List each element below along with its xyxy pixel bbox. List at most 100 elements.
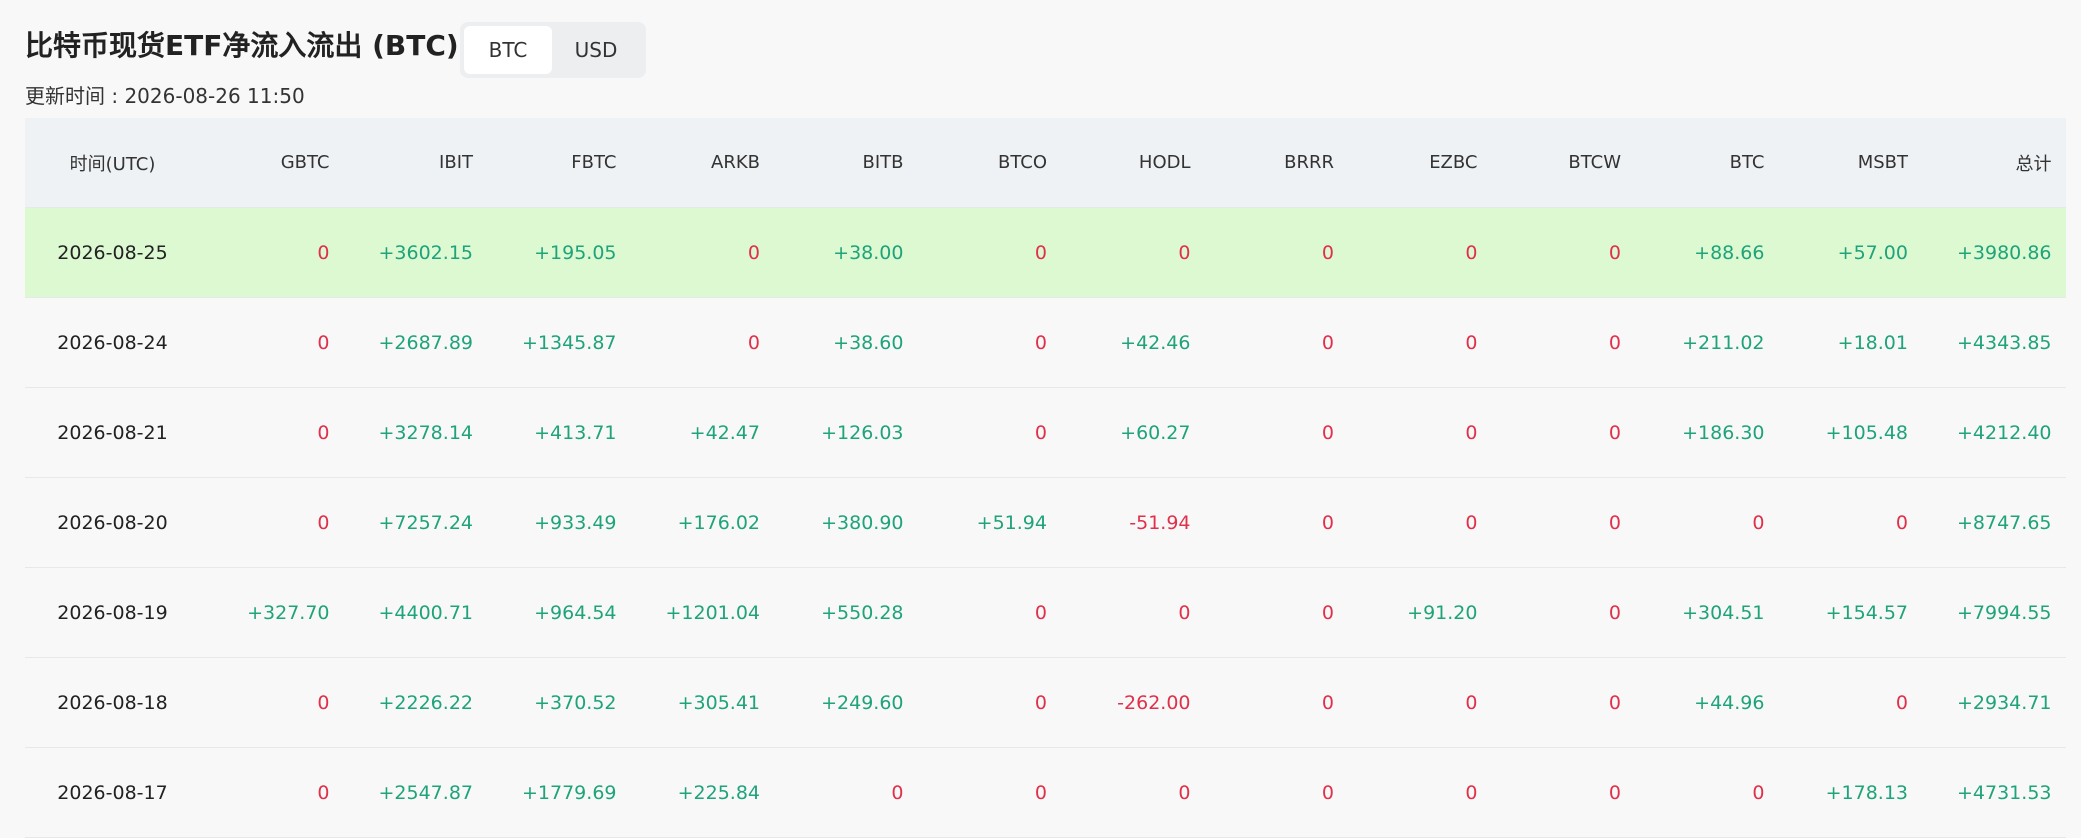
flow-cell: 0 <box>1778 657 1922 748</box>
flow-cell: +550.28 <box>774 567 918 658</box>
column-header: 时间(UTC) <box>25 118 200 208</box>
flow-cell: +178.13 <box>1778 747 1922 838</box>
flow-cell: 0 <box>200 297 344 388</box>
date-cell: 2026-08-24 <box>25 297 200 388</box>
flow-cell: +154.57 <box>1778 567 1922 658</box>
update-time: 更新时间 : 2026-08-26 11:50 <box>25 84 305 108</box>
flow-cell: 0 <box>1491 207 1635 298</box>
flow-cell: 0 <box>1348 297 1492 388</box>
flow-cell: +1201.04 <box>630 567 774 658</box>
data-row: 2026-08-21 0 +3278.14 +413.71 +42.47 +126.03 0… <box>25 387 2066 478</box>
flow-cell: +4400.71 <box>343 567 487 658</box>
flow-cell: 0 <box>1491 657 1635 748</box>
column-header: FBTC <box>487 118 631 208</box>
flow-cell: 0 <box>200 747 344 838</box>
flow-cell: +105.48 <box>1778 387 1922 478</box>
flow-cell: 0 <box>917 297 1061 388</box>
flow-cell: +964.54 <box>487 567 631 658</box>
flow-cell: +18.01 <box>1778 297 1922 388</box>
date-cell: 2026-08-25 <box>25 207 200 298</box>
flow-cell: +38.60 <box>774 297 918 388</box>
flow-cell: 0 <box>200 387 344 478</box>
toggle-usd[interactable]: USD <box>574 38 618 62</box>
flow-cell: 0 <box>1204 747 1348 838</box>
flow-cell: +126.03 <box>774 387 918 478</box>
column-header: BTC <box>1635 118 1779 208</box>
column-header: GBTC <box>200 118 344 208</box>
flow-cell: 0 <box>200 657 344 748</box>
flow-cell: 0 <box>1061 567 1205 658</box>
flow-cell: +2547.87 <box>343 747 487 838</box>
flow-cell: 0 <box>917 207 1061 298</box>
flow-cell: 0 <box>1204 567 1348 658</box>
flow-cell: +7994.55 <box>1922 567 2066 658</box>
flow-cell: 0 <box>630 207 774 298</box>
flow-cell: 0 <box>1204 657 1348 748</box>
flow-cell: 0 <box>1491 477 1635 568</box>
flow-cell: 0 <box>1778 477 1922 568</box>
flow-cell: +88.66 <box>1635 207 1779 298</box>
date-cell: 2026-08-17 <box>25 747 200 838</box>
flow-cell: 0 <box>1204 387 1348 478</box>
flow-cell: +225.84 <box>630 747 774 838</box>
column-header: EZBC <box>1348 118 1492 208</box>
flow-cell: 0 <box>1348 657 1492 748</box>
data-row: 2026-08-24 0 +2687.89 +1345.87 0 +38.60 0 +42.4… <box>25 297 2066 388</box>
flow-cell: +2934.71 <box>1922 657 2066 748</box>
column-header: BTCW <box>1491 118 1635 208</box>
data-row: 2026-08-25 0 +3602.15 +195.05 0 +38.00 0 0 0 0 0 +8… <box>25 207 2066 298</box>
column-header: BRRR <box>1204 118 1348 208</box>
flow-cell: 0 <box>1635 477 1779 568</box>
flow-cell: +211.02 <box>1635 297 1779 388</box>
flow-cell: +38.00 <box>774 207 918 298</box>
flow-cell: +51.94 <box>917 477 1061 568</box>
toggle-btc[interactable]: BTC <box>464 26 552 74</box>
date-cell: 2026-08-20 <box>25 477 200 568</box>
flow-cell: +4731.53 <box>1922 747 2066 838</box>
column-header: BITB <box>774 118 918 208</box>
flow-cell: +2226.22 <box>343 657 487 748</box>
flow-cell: +413.71 <box>487 387 631 478</box>
flow-cell: 0 <box>1635 747 1779 838</box>
data-row: 2026-08-20 0 +7257.24 +933.49 +176.02 +380.90… <box>25 477 2066 568</box>
flow-cell: +7257.24 <box>343 477 487 568</box>
flow-cell: 0 <box>1204 207 1348 298</box>
header-row: 时间(UTC) GBTC IBIT FBTC ARKB BITB BTCO HODL BRRR E… <box>25 118 2066 208</box>
flow-cell: +186.30 <box>1635 387 1779 478</box>
flow-cell: 0 <box>1348 747 1492 838</box>
flow-cell: +3602.15 <box>343 207 487 298</box>
unit-toggle[interactable]: BTC USD <box>460 22 646 78</box>
flow-cell: +249.60 <box>774 657 918 748</box>
flow-cell: 0 <box>1204 297 1348 388</box>
flow-cell: 0 <box>774 747 918 838</box>
flow-cell: 0 <box>630 297 774 388</box>
flow-cell: 0 <box>1348 477 1492 568</box>
flow-cell: +3278.14 <box>343 387 487 478</box>
flow-cell: +91.20 <box>1348 567 1492 658</box>
data-row: 2026-08-17 0 +2547.87 +1779.69 +225.84 0 0 0 0 0 0… <box>25 747 2066 838</box>
flow-cell: +4212.40 <box>1922 387 2066 478</box>
flow-cell: +380.90 <box>774 477 918 568</box>
column-header: 总计 <box>1922 118 2066 208</box>
flow-cell: 0 <box>917 387 1061 478</box>
flow-cell: +370.52 <box>487 657 631 748</box>
column-header: IBIT <box>343 118 487 208</box>
flow-cell: +1779.69 <box>487 747 631 838</box>
flow-cell: +3980.86 <box>1922 207 2066 298</box>
column-header: MSBT <box>1778 118 1922 208</box>
flow-cell: +8747.65 <box>1922 477 2066 568</box>
flow-cell: +42.47 <box>630 387 774 478</box>
flow-cell: +327.70 <box>200 567 344 658</box>
date-cell: 2026-08-18 <box>25 657 200 748</box>
flow-cell: +57.00 <box>1778 207 1922 298</box>
flow-cell: 0 <box>1491 747 1635 838</box>
flow-cell: 0 <box>917 747 1061 838</box>
flow-cell: 0 <box>917 567 1061 658</box>
data-row: 2026-08-18 0 +2226.22 +370.52 +305.41 +249.60… <box>25 657 2066 748</box>
flow-cell: 0 <box>1491 387 1635 478</box>
flow-cell: +195.05 <box>487 207 631 298</box>
flow-cell: +304.51 <box>1635 567 1779 658</box>
flow-cell: 0 <box>917 657 1061 748</box>
